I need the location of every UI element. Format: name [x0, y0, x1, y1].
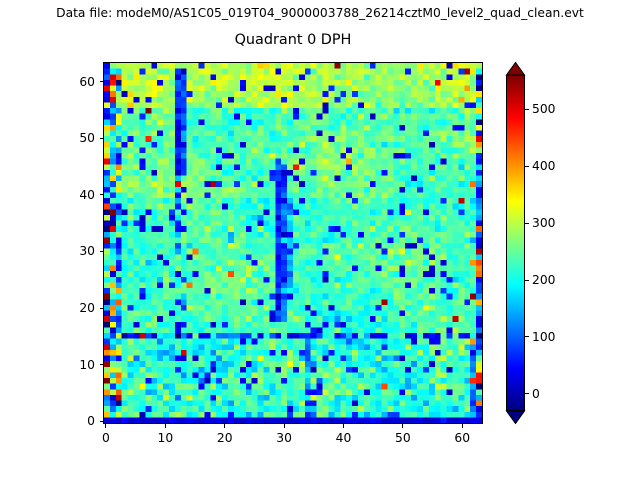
- y-tick-mark: [99, 194, 103, 196]
- colorbar-tick-label: 0: [532, 386, 540, 401]
- x-tick-label: 10: [157, 431, 174, 445]
- y-tick-label: 50: [79, 131, 95, 146]
- colorbar-tick-label: 300: [532, 216, 556, 231]
- y-tick-mark: [99, 364, 103, 366]
- y-tick-label: 30: [79, 244, 95, 259]
- colorbar-extend-min-arrow: [505, 410, 526, 425]
- y-tick-label: 60: [79, 74, 95, 89]
- y-tick-mark: [99, 81, 103, 83]
- x-tick-mark: [105, 424, 107, 428]
- heatmap-axes[interactable]: [103, 62, 483, 424]
- x-tick-label: 20: [216, 431, 233, 445]
- x-tick-label: 60: [454, 431, 471, 445]
- colorbar-extend-max-arrow: [505, 61, 526, 76]
- colorbar-tick-mark: [525, 336, 529, 338]
- colorbar-tick-label: 100: [532, 329, 556, 344]
- x-tick-label: 40: [335, 431, 352, 445]
- x-tick-mark: [461, 424, 463, 428]
- colorbar-tick-label: 400: [532, 159, 556, 174]
- colorbar-tick-mark: [525, 393, 529, 395]
- x-tick-mark: [224, 424, 226, 428]
- colorbar-gradient: [507, 76, 524, 410]
- x-tick-mark: [283, 424, 285, 428]
- colorbar-tick-mark: [525, 222, 529, 224]
- y-tick-mark: [99, 137, 103, 139]
- y-tick-label: 20: [79, 301, 95, 316]
- data-file-label: Data file: modeM0/AS1C05_019T04_90000037…: [56, 6, 584, 20]
- x-tick-label: 30: [276, 431, 292, 445]
- x-tick-label: 50: [395, 431, 411, 445]
- x-tick-mark: [164, 424, 166, 428]
- x-tick-label: 0: [102, 431, 110, 445]
- y-tick-label: 40: [79, 187, 95, 202]
- colorbar[interactable]: [505, 61, 526, 425]
- x-tick-mark: [402, 424, 404, 428]
- colorbar-tick-mark: [525, 108, 529, 110]
- y-tick-mark: [99, 250, 103, 252]
- colorbar-tick-mark: [525, 165, 529, 167]
- colorbar-gradient-body: [506, 75, 525, 411]
- colorbar-tick-label: 500: [532, 102, 556, 117]
- y-tick-label: 10: [79, 357, 95, 372]
- colorbar-tick-mark: [525, 279, 529, 281]
- y-tick-mark: [99, 307, 103, 309]
- page-title: Quadrant 0 DPH: [234, 32, 352, 48]
- dph-heatmap-image[interactable]: [104, 63, 482, 423]
- y-tick-mark: [99, 420, 103, 422]
- colorbar-tick-label: 200: [532, 273, 556, 288]
- x-tick-mark: [342, 424, 344, 428]
- y-tick-label: 0: [87, 414, 95, 429]
